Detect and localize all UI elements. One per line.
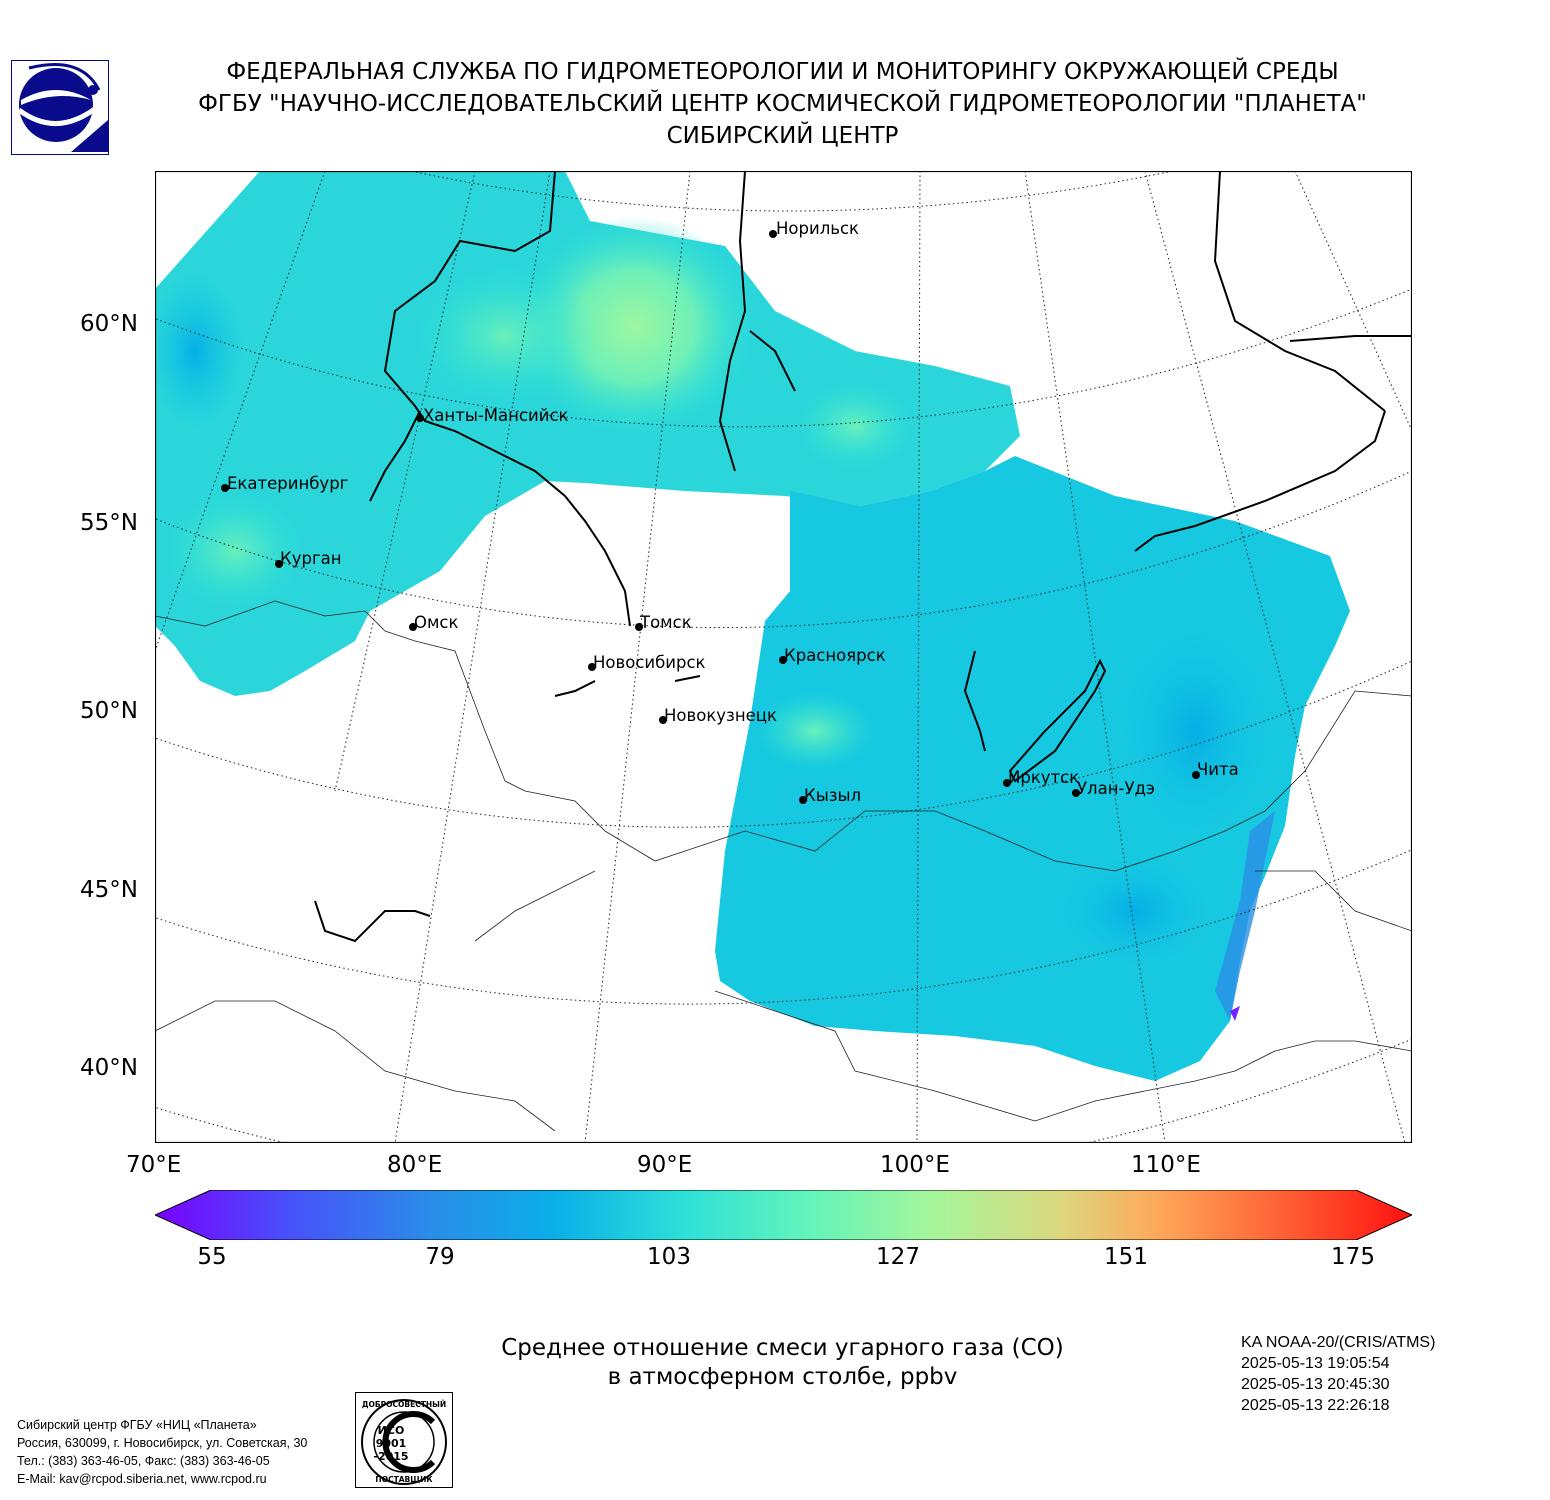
lon-label-110: 110°E (1131, 1152, 1201, 1178)
lat-label-60: 60°N (80, 311, 138, 337)
colorbar-tick-103: 103 (647, 1244, 691, 1270)
lon-label-80: 80°E (387, 1152, 443, 1178)
lat-label-50: 50°N (80, 698, 138, 724)
colorbar-tick-151: 151 (1104, 1244, 1148, 1270)
map-svg: Норильск Ханты-Мансийск Екатеринбург Кур… (154, 170, 1413, 1144)
satellite-name: KA NOAA-20/(CRIS/ATMS) (1241, 1334, 1436, 1351)
colorbar-tick-175: 175 (1331, 1244, 1375, 1270)
city-label: Улан-Удэ (1077, 779, 1155, 798)
pass-time-1: 2025-05-13 19:05:54 (1241, 1355, 1390, 1372)
graticule (155, 171, 1412, 1143)
lat-label-40: 40°N (80, 1055, 138, 1081)
map-title-line-1: Среднее отношение смеси угарного газа (C… (501, 1335, 1064, 1361)
city-label: Томск (639, 613, 692, 632)
lon-label-100: 100°E (880, 1152, 950, 1178)
city-omsk: Омск (409, 613, 459, 632)
city-novokuznetsk: Новокузнецк (659, 706, 777, 725)
city-kurgan: Курган (275, 549, 342, 568)
map-panel: Норильск Ханты-Мансийск Екатеринбург Кур… (154, 170, 1413, 1144)
iso-9001-badge: ДОБРОСОВЕСТНЫЙ ИСО 9001 -2015 ПОСТАВЩИК (355, 1392, 453, 1488)
city-label: Иркутск (1008, 768, 1079, 787)
city-khanty-mansiysk: Ханты-Мансийск (416, 406, 569, 425)
pass-time-3: 2025-05-13 22:26:18 (1241, 1397, 1390, 1414)
city-norilsk: Норильск (769, 219, 859, 238)
city-ulan-ude: Улан-Удэ (1072, 779, 1155, 798)
iso-l3: -2015 (373, 1450, 408, 1463)
header-line-3: СИБИРСКИЙ ЦЕНТР (666, 123, 899, 149)
iso-l1: ИСО (378, 1424, 405, 1437)
colorbar-tick-79: 79 (425, 1244, 455, 1270)
lat-label-55: 55°N (80, 510, 138, 536)
city-irkutsk: Иркутск (1003, 768, 1079, 787)
header-line-1: ФЕДЕРАЛЬНАЯ СЛУЖБА ПО ГИДРОМЕТЕОРОЛОГИИ … (226, 59, 1339, 85)
city-label: Екатеринбург (227, 474, 348, 493)
rivers (314, 171, 1412, 943)
city-label: Омск (414, 613, 459, 632)
city-chita: Чита (1192, 760, 1239, 779)
planeta-logo (11, 60, 109, 155)
city-ekaterinburg: Екатеринбург (221, 474, 348, 493)
colorbar-tick-127: 127 (876, 1244, 920, 1270)
city-novosibirsk: Новосибирск (588, 653, 706, 672)
colorbar-tick-55: 55 (197, 1244, 227, 1270)
iso-bottom-text: ПОСТАВЩИК (375, 1475, 433, 1484)
footer-org: Сибирский центр ФГБУ «НИЦ «Планета» (17, 1418, 257, 1432)
city-label: Норильск (776, 219, 859, 238)
lon-label-90: 90°E (637, 1152, 693, 1178)
footer-phone: Тел.: (383) 363-46-05, Факс: (383) 363-4… (17, 1454, 270, 1468)
city-label: Курган (280, 549, 342, 568)
iso-l2: 9001 (376, 1437, 407, 1450)
city-label: Ханты-Мансийск (423, 406, 569, 425)
lat-label-45: 45°N (80, 877, 138, 903)
lon-label-70: 70°E (126, 1152, 182, 1178)
borders (155, 600, 1412, 1132)
pass-time-2: 2025-05-13 20:45:30 (1241, 1376, 1390, 1393)
iso-top-text: ДОБРОСОВЕСТНЫЙ (362, 1400, 446, 1409)
city-kyzyl: Кызыл (799, 786, 861, 805)
footer-address: Россия, 630099, г. Новосибирск, ул. Сове… (17, 1436, 308, 1450)
city-label: Чита (1197, 760, 1239, 779)
city-label: Новокузнецк (664, 706, 777, 725)
map-title-line-2: в атмосферном столбе, ppbv (607, 1364, 958, 1390)
footer-email: E-Mail: kav@rcpod.siberia.net, www.rcpod… (17, 1472, 267, 1486)
city-label: Кызыл (804, 786, 861, 805)
colorbar (153, 1189, 1414, 1241)
city-krasnoyarsk: Красноярск (779, 646, 886, 665)
header-line-2: ФГБУ "НАУЧНО-ИССЛЕДОВАТЕЛЬСКИЙ ЦЕНТР КОС… (198, 91, 1367, 117)
city-label: Красноярск (784, 646, 886, 665)
co-field-west (155, 171, 1020, 696)
city-tomsk: Томск (635, 613, 692, 632)
city-label: Новосибирск (593, 653, 706, 672)
